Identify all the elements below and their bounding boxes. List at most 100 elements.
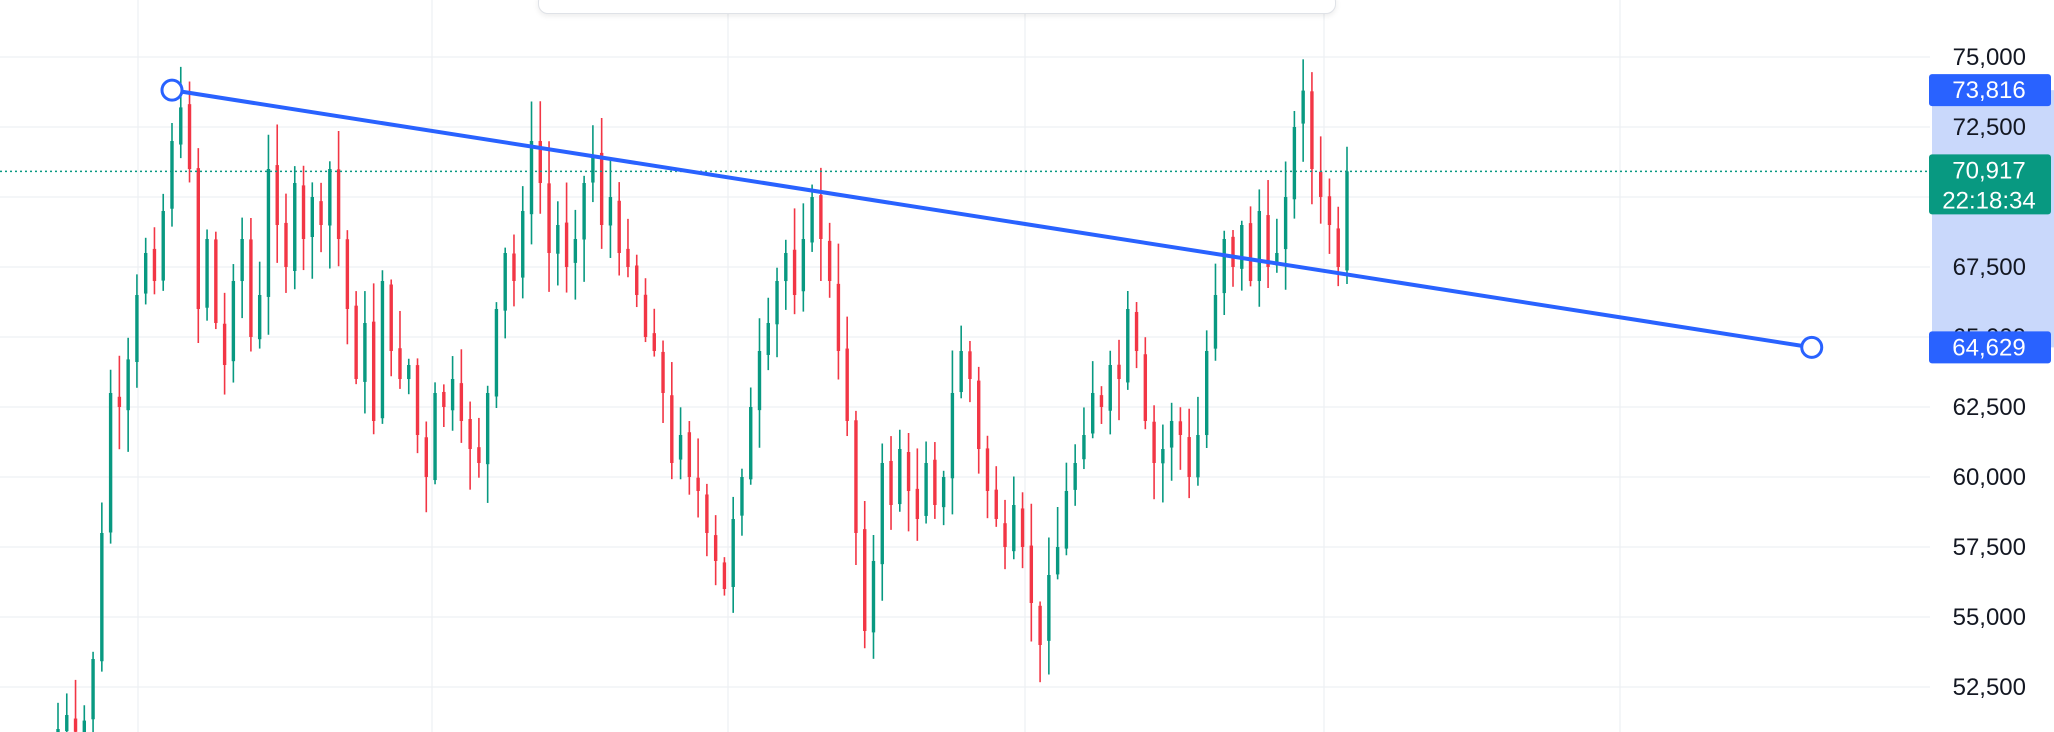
candle-body xyxy=(82,720,87,732)
price-tick-label: 75,000 xyxy=(1953,44,2026,71)
candle-body xyxy=(275,165,279,225)
candle xyxy=(1152,405,1156,500)
candle xyxy=(82,705,87,732)
candle xyxy=(1240,220,1244,291)
candle xyxy=(1169,402,1174,481)
candle xyxy=(863,501,867,649)
candle-body xyxy=(635,265,639,295)
candle-body xyxy=(538,141,542,183)
current-price-label-text: 22:18:34 xyxy=(1942,187,2035,214)
candle-body xyxy=(591,155,595,183)
candle-body xyxy=(371,321,376,421)
candle xyxy=(740,468,744,536)
candle xyxy=(836,243,841,380)
trendline-start-handle[interactable] xyxy=(160,78,184,102)
candle-body xyxy=(319,201,323,225)
candle xyxy=(135,274,139,388)
current-price-label-text: 70,917 xyxy=(1952,157,2025,184)
trendline-end-handle[interactable] xyxy=(1800,335,1824,359)
candle xyxy=(915,448,920,541)
candle xyxy=(1073,444,1077,506)
trendline-end-price-label: 64,629 xyxy=(1929,331,2051,364)
candle xyxy=(1126,290,1130,390)
candle-body xyxy=(301,185,306,239)
candle-body xyxy=(854,420,858,533)
candle xyxy=(556,201,560,286)
candle-body xyxy=(819,195,823,239)
candle xyxy=(187,81,192,183)
candle-body xyxy=(784,253,788,282)
candle-body xyxy=(1231,236,1235,267)
current-price-label-background xyxy=(1929,154,2051,215)
candle xyxy=(635,254,639,308)
candle xyxy=(1327,178,1332,254)
candle-body xyxy=(73,718,78,732)
candle-body xyxy=(599,152,604,225)
candle xyxy=(757,318,762,448)
candle xyxy=(564,182,569,293)
candle-body xyxy=(731,519,735,587)
candle xyxy=(1301,59,1305,162)
candle xyxy=(371,283,376,435)
candle xyxy=(284,193,288,293)
candle-body xyxy=(985,448,990,491)
candle xyxy=(1064,462,1069,556)
candle-body xyxy=(503,253,507,311)
candle xyxy=(143,237,148,305)
candle-body xyxy=(1345,171,1349,271)
candle-body xyxy=(222,323,227,365)
candle-body xyxy=(661,351,665,393)
candle xyxy=(696,438,700,518)
candle-body xyxy=(1213,295,1218,349)
trendline-end-price-label-text: 64,629 xyxy=(1952,334,2025,361)
candle xyxy=(880,443,884,601)
candle xyxy=(1055,506,1060,580)
candle xyxy=(468,401,472,490)
candle xyxy=(433,382,437,485)
candle-body xyxy=(459,383,464,421)
candle xyxy=(442,384,446,428)
candle xyxy=(599,118,604,249)
candle xyxy=(152,227,157,295)
candle-body xyxy=(1126,309,1130,383)
candle-body xyxy=(1003,523,1007,547)
candle xyxy=(354,291,358,385)
candle xyxy=(1003,499,1007,570)
candle-body xyxy=(91,659,95,720)
candle xyxy=(380,270,385,424)
candle-body xyxy=(1178,421,1183,435)
candle-body xyxy=(363,323,367,382)
candle-body xyxy=(608,197,613,226)
candle-body xyxy=(407,365,411,380)
candle xyxy=(407,358,411,395)
candle xyxy=(1283,161,1288,290)
candle xyxy=(652,308,656,357)
price-axis[interactable]: 75,00072,50067,50065,00062,50060,00057,5… xyxy=(1929,44,2054,701)
candle-body xyxy=(1082,435,1086,460)
candle xyxy=(205,229,209,321)
candle xyxy=(336,130,341,267)
candle-body xyxy=(643,294,648,337)
candle xyxy=(56,702,60,732)
candle xyxy=(705,483,709,557)
candle xyxy=(1222,230,1226,316)
candle-body xyxy=(801,239,806,292)
candle xyxy=(1134,302,1139,369)
candle-body xyxy=(924,463,928,516)
candle-body xyxy=(179,107,183,145)
candle xyxy=(538,101,542,214)
candle-body xyxy=(389,284,393,351)
candle-body xyxy=(573,239,578,263)
candle-body xyxy=(1099,395,1104,407)
candle xyxy=(854,410,858,565)
candle xyxy=(547,141,551,292)
trendline[interactable] xyxy=(171,88,1813,350)
candle xyxy=(792,208,797,315)
candle-body xyxy=(827,240,832,281)
candle-body xyxy=(108,393,113,533)
trendline-drawing[interactable] xyxy=(160,78,1824,359)
candle-body xyxy=(433,393,437,481)
floating-toolbar[interactable] xyxy=(538,0,1336,14)
candle-body xyxy=(617,200,621,253)
